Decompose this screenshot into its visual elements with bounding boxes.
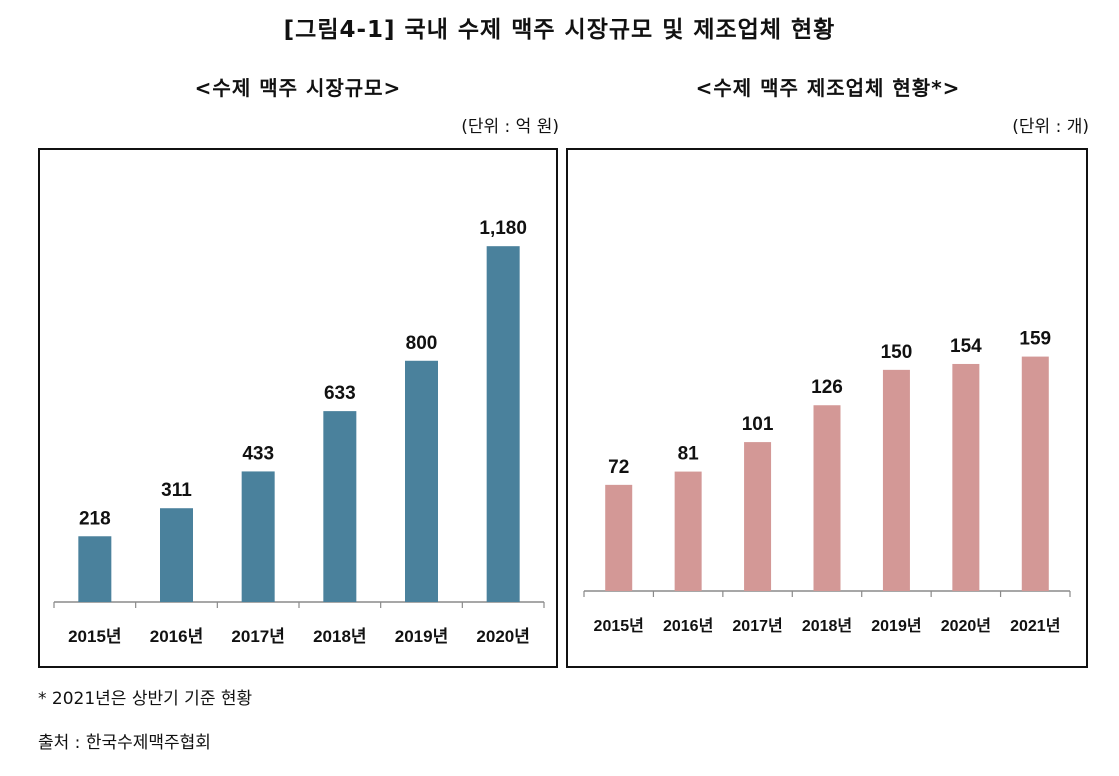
x-tick-label: 2019년 <box>395 627 448 646</box>
x-tick-label: 2018년 <box>313 627 366 646</box>
source-note: 출처 : 한국수제맥주협회 <box>38 733 211 753</box>
data-label: 433 <box>242 443 274 464</box>
data-label: 81 <box>678 444 700 465</box>
bar <box>813 405 841 591</box>
bar <box>160 508 193 602</box>
bar <box>405 360 438 602</box>
x-tick-label: 2015년 <box>594 616 644 635</box>
market-size-unit-label: (단위 : 억 원) <box>461 117 559 137</box>
data-label: 101 <box>742 414 774 435</box>
bar <box>486 246 520 602</box>
figure-title: [그림4-1] 국내 수제 맥주 시장규모 및 제조업체 현황 <box>283 17 836 43</box>
bar <box>241 471 275 602</box>
manufacturers-chart-title: <수제 맥주 제조업체 현황*> <box>695 76 961 100</box>
bar <box>882 369 910 591</box>
market-size-chart-panel: 218 2015년 311 2016년 433 2017년 633 2018년 800 2019년… <box>38 148 558 668</box>
data-label: 311 <box>161 480 192 501</box>
manufacturers-chart-panel: 72 2015년 81 2016년 101 2017년 126 2018년 150 2019년 15… <box>566 148 1088 668</box>
x-tick-label: 2016년 <box>663 616 713 635</box>
bar <box>1021 356 1049 591</box>
x-tick-label: 2017년 <box>732 616 782 635</box>
bar <box>744 442 772 591</box>
manufacturers-bar-chart: 72 2015년 81 2016년 101 2017년 126 2018년 150 2019년 15… <box>583 329 1071 635</box>
data-label: 159 <box>1019 329 1051 350</box>
manufacturers-unit-label: (단위 : 개) <box>1012 117 1089 137</box>
bar <box>78 536 112 602</box>
x-tick-label: 2019년 <box>871 616 921 635</box>
market-size-bar-chart: 218 2015년 311 2016년 433 2017년 633 2018년 800 2019년… <box>53 218 545 646</box>
x-tick-label: 2018년 <box>802 616 852 635</box>
bar <box>674 471 702 591</box>
footnote: * 2021년은 상반기 기준 현황 <box>38 689 253 709</box>
data-label: 126 <box>811 377 843 398</box>
x-tick-label: 2016년 <box>150 627 203 646</box>
x-tick-label: 2020년 <box>941 616 991 635</box>
bar <box>952 363 980 591</box>
data-label: 800 <box>406 333 438 354</box>
x-tick-label: 2015년 <box>68 627 121 646</box>
data-label: 218 <box>79 508 111 529</box>
data-label: 1,180 <box>479 218 527 239</box>
bar <box>323 411 357 602</box>
market-size-chart-title: <수제 맥주 시장규모> <box>194 76 402 100</box>
data-label: 150 <box>881 342 913 363</box>
x-tick-label: 2017년 <box>231 627 284 646</box>
bar <box>605 484 633 591</box>
x-tick-label: 2021년 <box>1010 616 1060 635</box>
data-label: 633 <box>324 383 356 404</box>
x-tick-label: 2020년 <box>476 627 529 646</box>
data-label: 72 <box>608 457 629 478</box>
data-label: 154 <box>950 336 982 357</box>
